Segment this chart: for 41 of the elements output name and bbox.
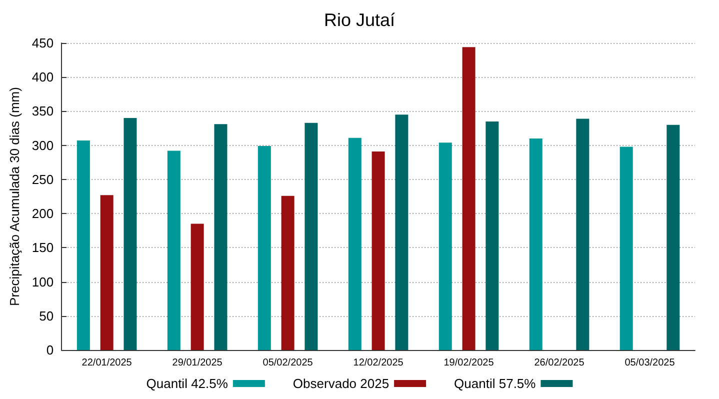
- x-tick-label: 19/02/2025: [444, 358, 494, 368]
- y-tick-label: 400: [32, 70, 54, 85]
- bar: [124, 118, 137, 350]
- x-tick-label: 05/03/2025: [624, 358, 676, 368]
- bar: [214, 124, 228, 350]
- bar: [529, 138, 542, 350]
- y-tick-label: 100: [32, 274, 54, 290]
- bar: [576, 118, 590, 350]
- x-tick-label: 22/01/2025: [82, 358, 132, 368]
- legend-label: Quantil 42.5%: [146, 376, 228, 391]
- bar: [395, 114, 408, 350]
- bar: [486, 121, 499, 350]
- y-tick-label: 450: [32, 36, 54, 50]
- y-tick-label: 0: [46, 342, 54, 358]
- x-tick-label: 12/02/2025: [353, 358, 404, 368]
- x-tick-label: 05/02/2025: [262, 358, 314, 368]
- bar: [167, 150, 180, 350]
- bar: [281, 196, 294, 350]
- bar: [258, 146, 271, 350]
- legend-label: Observado 2025: [292, 376, 390, 391]
- y-axis-title: Precipitação Acumulada 30 dias (mm): [7, 87, 22, 306]
- legend-label: Quantil 57.5%: [454, 376, 536, 391]
- y-tick-label: 300: [32, 138, 54, 153]
- y-tick-label: 50: [39, 308, 54, 324]
- bar: [372, 151, 385, 350]
- bar: [190, 224, 204, 350]
- bar: [462, 47, 476, 350]
- bar: [76, 140, 90, 350]
- x-tick-label: 29/01/2025: [172, 358, 223, 368]
- bar: [620, 146, 633, 350]
- x-tick-label: 26/02/2025: [534, 358, 585, 368]
- bar: [348, 138, 362, 350]
- bar: [100, 195, 114, 350]
- bar: [666, 124, 680, 350]
- bar: [304, 122, 318, 350]
- y-tick-label: 150: [32, 240, 54, 256]
- bar: [438, 142, 452, 350]
- y-tick-label: 200: [32, 206, 54, 222]
- y-tick-label: 250: [32, 172, 54, 187]
- chart-title: Rio Jutaí: [324, 10, 396, 30]
- y-tick-label: 350: [32, 104, 54, 119]
